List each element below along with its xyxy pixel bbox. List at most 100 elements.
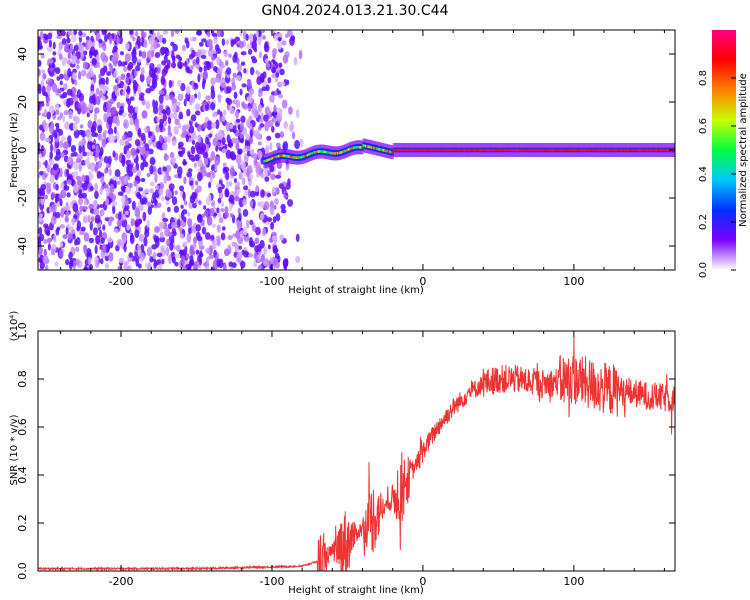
heatmap-noise-cell bbox=[177, 93, 184, 101]
heatmap-noise-cell bbox=[239, 88, 243, 96]
heatmap-noise-cell bbox=[132, 79, 137, 86]
heatmap-noise-cell bbox=[178, 150, 184, 158]
heatmap-noise-cell bbox=[158, 110, 162, 116]
heatmap-noise-cell bbox=[273, 104, 277, 113]
heatmap-noise-cell bbox=[158, 104, 164, 112]
heatmap-noise-cell bbox=[237, 148, 243, 155]
heatmap-noise-cell bbox=[218, 217, 224, 224]
heatmap-noise-cell bbox=[59, 242, 64, 247]
heatmap-noise-cell bbox=[119, 51, 124, 56]
heatmap-noise-cell bbox=[124, 210, 129, 215]
heatmap-noise-cell bbox=[38, 44, 44, 50]
heatmap-noise-cell bbox=[117, 266, 121, 270]
heatmap-noise-cell bbox=[123, 119, 129, 129]
heatmap-noise-cell bbox=[227, 234, 233, 241]
heatmap-noise-cell bbox=[117, 220, 121, 227]
heatmap-noise-cell bbox=[189, 194, 196, 204]
heatmap-noise-cell bbox=[134, 207, 141, 217]
snr-y-multiplier: (x10⁴) bbox=[9, 311, 20, 342]
heatmap-noise-cell bbox=[134, 106, 139, 113]
heatmap-noise-cell bbox=[124, 140, 130, 146]
heatmap-noise-cell bbox=[97, 133, 103, 141]
heatmap-noise-cell bbox=[91, 131, 97, 138]
heatmap-noise-cell bbox=[123, 66, 128, 73]
heatmap-noise-cell bbox=[211, 112, 217, 118]
heatmap-noise-cell bbox=[217, 197, 222, 204]
heatmap-noise-cell bbox=[92, 120, 97, 131]
heatmap-noise-cell bbox=[162, 142, 168, 151]
heatmap-noise-cell bbox=[137, 193, 142, 200]
heatmap-noise-cell bbox=[267, 76, 272, 84]
snr-frame bbox=[37, 330, 676, 572]
heatmap-noise-cell bbox=[188, 125, 195, 134]
heatmap-noise-cell bbox=[235, 143, 240, 151]
heatmap-noise-cell bbox=[214, 156, 221, 166]
heatmap-noise-cell bbox=[156, 252, 163, 258]
heatmap-noise-cell bbox=[216, 67, 223, 74]
heatmap-noise-cell bbox=[182, 124, 187, 134]
heatmap-noise-cell bbox=[216, 207, 220, 214]
heatmap-noise-cell bbox=[158, 89, 165, 96]
heatmap-noise-cell bbox=[270, 125, 275, 133]
heatmap-noise-cell bbox=[161, 60, 167, 66]
heatmap-noise-cell bbox=[260, 189, 265, 199]
heatmap-noise-cell bbox=[198, 66, 203, 73]
heatmap-noise-cell bbox=[145, 88, 152, 94]
heatmap-noise-cell bbox=[148, 132, 153, 137]
heatmap-noise-cell bbox=[282, 54, 289, 64]
x-tick-label: -100 bbox=[259, 575, 284, 588]
heatmap-noise-cell bbox=[73, 183, 79, 193]
heatmap-noise-cell bbox=[113, 126, 117, 134]
heatmap-noise-cell bbox=[256, 173, 260, 178]
heatmap-noise-cell bbox=[226, 134, 231, 144]
heatmap-noise-cell bbox=[216, 47, 222, 55]
x-tick-label: 100 bbox=[563, 575, 584, 588]
heatmap-noise-cell bbox=[40, 53, 45, 59]
heatmap-noise-cell bbox=[52, 192, 56, 199]
heatmap-noise-cell bbox=[122, 134, 127, 141]
heatmap-noise-cell bbox=[188, 226, 192, 235]
heatmap-noise-cell bbox=[138, 96, 145, 101]
heatmap-noise-cell bbox=[109, 34, 113, 45]
heatmap-noise-cell bbox=[189, 94, 196, 104]
heatmap-noise-cell bbox=[160, 46, 166, 55]
heatmap-noise-cell bbox=[113, 53, 119, 62]
heatmap-noise-cell bbox=[125, 78, 130, 85]
heatmap-noise-cell bbox=[113, 115, 119, 124]
heatmap-noise-cell bbox=[117, 240, 122, 247]
heatmap-noise-cell bbox=[75, 258, 80, 267]
heatmap-noise-cell bbox=[182, 191, 186, 202]
heatmap-noise-cell bbox=[196, 30, 202, 36]
heatmap-noise-cell bbox=[98, 73, 102, 79]
heatmap-noise-cell bbox=[228, 53, 232, 58]
heatmap-noise-cell bbox=[101, 30, 107, 35]
heatmap-noise-cell bbox=[129, 96, 135, 101]
heatmap-noise-cell bbox=[124, 53, 131, 63]
y-tick-label: 0.0 bbox=[16, 562, 29, 580]
heatmap-noise-cell bbox=[94, 244, 98, 255]
heatmap-noise-cell bbox=[129, 117, 134, 126]
heatmap-noise-cell bbox=[156, 140, 162, 150]
heatmap-noise-cell bbox=[89, 150, 94, 157]
heatmap-noise-cell bbox=[201, 38, 207, 43]
heatmap-noise-cell bbox=[80, 226, 86, 232]
heatmap-noise-cell bbox=[58, 53, 63, 61]
heatmap-noise-cell bbox=[263, 201, 270, 211]
spectrogram-y-label: Frequency (Hz) bbox=[9, 112, 20, 188]
heatmap-noise-cell bbox=[62, 91, 68, 99]
x-tick-label: 100 bbox=[563, 275, 584, 288]
heatmap-noise-cell bbox=[141, 110, 148, 119]
heatmap-noise-cell bbox=[210, 85, 215, 94]
heatmap-noise-cell bbox=[137, 85, 141, 95]
heatmap-noise-cell bbox=[77, 71, 82, 81]
heatmap-noise-cell bbox=[237, 207, 241, 215]
heatmap-noise-cell bbox=[143, 39, 148, 49]
heatmap-noise-cell bbox=[47, 243, 51, 251]
heatmap-noise-cell bbox=[66, 192, 71, 198]
heatmap-noise-cell bbox=[279, 81, 286, 87]
heatmap-noise-cell bbox=[178, 111, 184, 120]
heatmap-noise-cell bbox=[183, 98, 187, 107]
snr-y-label: SNR (10 * v/v) bbox=[9, 414, 20, 485]
heatmap-noise-cell bbox=[125, 93, 129, 98]
heatmap-noise-cell bbox=[239, 133, 244, 139]
